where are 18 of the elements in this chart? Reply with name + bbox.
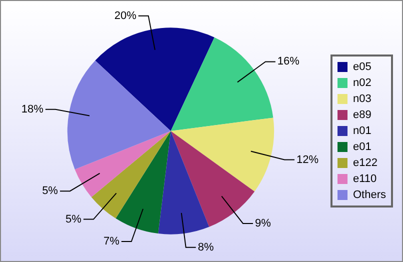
data-label: 16% (277, 56, 300, 68)
legend-label: Others (352, 189, 386, 202)
data-label: 20% (114, 10, 137, 22)
legend-label: e05 (352, 61, 372, 74)
data-label: 18% (21, 103, 44, 116)
legend-label: n03 (352, 93, 372, 106)
legend-label: e89 (352, 109, 372, 122)
data-label: 5% (42, 185, 58, 198)
data-label: 7% (103, 236, 120, 248)
data-label: 12% (296, 154, 319, 166)
data-label: 5% (66, 213, 82, 226)
legend-label: e122 (352, 157, 378, 170)
legend-label: e01 (352, 141, 372, 154)
data-label: 8% (198, 241, 214, 254)
legend-label: n01 (352, 125, 372, 138)
legend-label: n02 (352, 77, 372, 90)
legend-label: e110 (352, 173, 377, 186)
data-label: 9% (254, 217, 272, 230)
